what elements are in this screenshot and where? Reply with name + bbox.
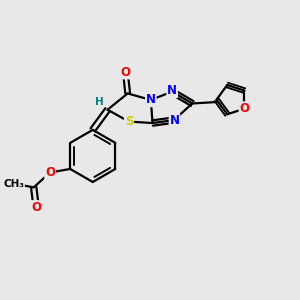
Text: S: S <box>124 115 133 128</box>
Text: O: O <box>31 201 41 214</box>
Text: CH₃: CH₃ <box>3 179 24 189</box>
Text: N: N <box>146 93 156 106</box>
Text: H: H <box>95 97 103 107</box>
Text: O: O <box>45 166 55 179</box>
Text: O: O <box>239 102 249 115</box>
Text: O: O <box>120 66 130 79</box>
Text: N: N <box>169 114 179 127</box>
Text: N: N <box>167 84 177 97</box>
